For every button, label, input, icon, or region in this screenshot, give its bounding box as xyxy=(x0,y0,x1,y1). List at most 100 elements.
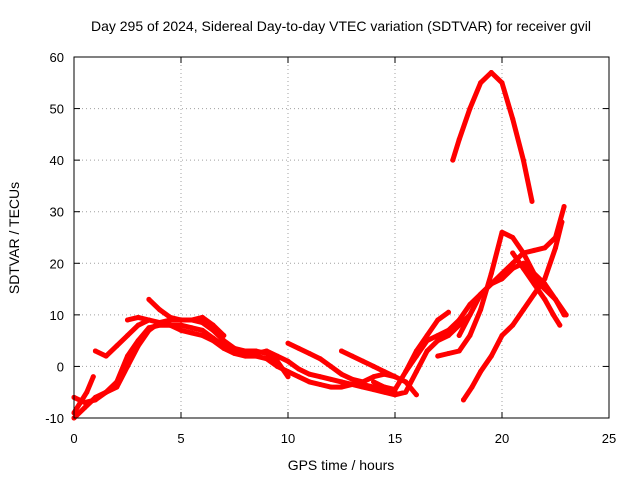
data-point xyxy=(550,312,556,318)
data-point xyxy=(360,358,366,364)
data-point xyxy=(296,374,302,380)
data-point xyxy=(232,351,237,357)
data-point xyxy=(381,384,387,390)
data-point xyxy=(510,250,516,256)
data-point xyxy=(210,322,216,328)
data-point xyxy=(446,309,451,315)
data-point xyxy=(520,250,526,256)
data-point xyxy=(167,314,173,320)
x-tick-label: 25 xyxy=(602,431,616,446)
data-point xyxy=(135,343,141,349)
data-point xyxy=(563,312,569,318)
data-point xyxy=(413,348,419,354)
data-point xyxy=(510,322,516,328)
axis-ticks: 0 5 10 15 20 25 -10 0 10 20 30 40 50 60 xyxy=(45,50,616,446)
data-point xyxy=(520,307,526,313)
data-point xyxy=(435,317,441,323)
data-point xyxy=(264,351,270,357)
data-point xyxy=(157,307,163,313)
data-point xyxy=(103,353,109,359)
data-point xyxy=(371,384,377,390)
data-point xyxy=(221,338,227,344)
data-point xyxy=(264,356,270,362)
data-point xyxy=(559,219,565,225)
data-point xyxy=(371,379,377,385)
data-point xyxy=(189,330,195,336)
data-point xyxy=(114,343,120,349)
data-point xyxy=(103,389,109,395)
data-point xyxy=(557,322,563,328)
data-point xyxy=(339,384,344,390)
y-tick-label: 20 xyxy=(50,256,64,271)
data-point xyxy=(253,348,259,354)
y-tick-label: -10 xyxy=(45,411,64,426)
data-series-layer xyxy=(71,69,569,421)
data-point xyxy=(424,348,430,354)
x-tick-label: 15 xyxy=(388,431,402,446)
data-point xyxy=(488,353,494,359)
data-point xyxy=(199,314,205,320)
data-point xyxy=(232,345,237,351)
data-point xyxy=(146,296,152,302)
data-point xyxy=(349,376,355,382)
data-point xyxy=(178,317,184,323)
y-tick-label: 10 xyxy=(50,308,64,323)
data-point xyxy=(469,384,475,390)
data-point xyxy=(499,276,505,282)
data-point xyxy=(456,317,462,323)
chart-title: Day 295 of 2024, Sidereal Day-to-day VTE… xyxy=(91,18,591,34)
data-point xyxy=(381,369,387,375)
data-point xyxy=(178,322,184,328)
data-point xyxy=(510,116,516,122)
data-point xyxy=(467,302,473,308)
y-axis-label: SDTVAR / TECUs xyxy=(6,182,22,294)
data-point xyxy=(77,400,83,406)
data-point xyxy=(531,291,537,297)
data-point xyxy=(520,265,526,271)
data-point xyxy=(446,332,451,338)
data-point xyxy=(360,379,366,385)
data-point xyxy=(456,332,462,338)
data-point xyxy=(92,348,98,354)
data-point xyxy=(542,286,548,292)
data-point xyxy=(529,198,535,204)
data-point xyxy=(553,245,558,251)
data-point xyxy=(403,389,409,395)
series-track-13 xyxy=(460,219,565,403)
data-point xyxy=(146,317,152,323)
data-point xyxy=(349,353,355,359)
data-point xyxy=(488,69,494,75)
data-point xyxy=(167,322,173,328)
data-point xyxy=(221,332,227,338)
y-tick-label: 0 xyxy=(57,359,64,374)
series-track-10 xyxy=(403,309,451,375)
data-point xyxy=(413,392,419,398)
data-point xyxy=(125,363,130,369)
data-point xyxy=(339,371,344,377)
data-point xyxy=(371,363,377,369)
x-tick-label: 20 xyxy=(495,431,509,446)
data-point xyxy=(460,397,466,403)
data-point xyxy=(306,371,312,377)
data-point xyxy=(306,379,312,385)
x-tick-label: 5 xyxy=(177,431,184,446)
data-point xyxy=(392,387,398,393)
data-point xyxy=(499,229,505,235)
data-point xyxy=(189,325,195,331)
data-point xyxy=(328,384,334,390)
data-point xyxy=(328,363,334,369)
data-point xyxy=(435,353,441,359)
series-track-3 xyxy=(71,374,96,416)
data-point xyxy=(157,320,163,326)
data-point xyxy=(296,345,302,351)
data-point xyxy=(403,379,409,385)
data-point xyxy=(92,394,98,400)
data-point xyxy=(424,332,430,338)
data-point xyxy=(467,106,473,112)
data-point xyxy=(510,235,516,240)
data-point xyxy=(125,353,130,359)
data-point xyxy=(531,247,537,253)
data-point xyxy=(210,338,216,344)
